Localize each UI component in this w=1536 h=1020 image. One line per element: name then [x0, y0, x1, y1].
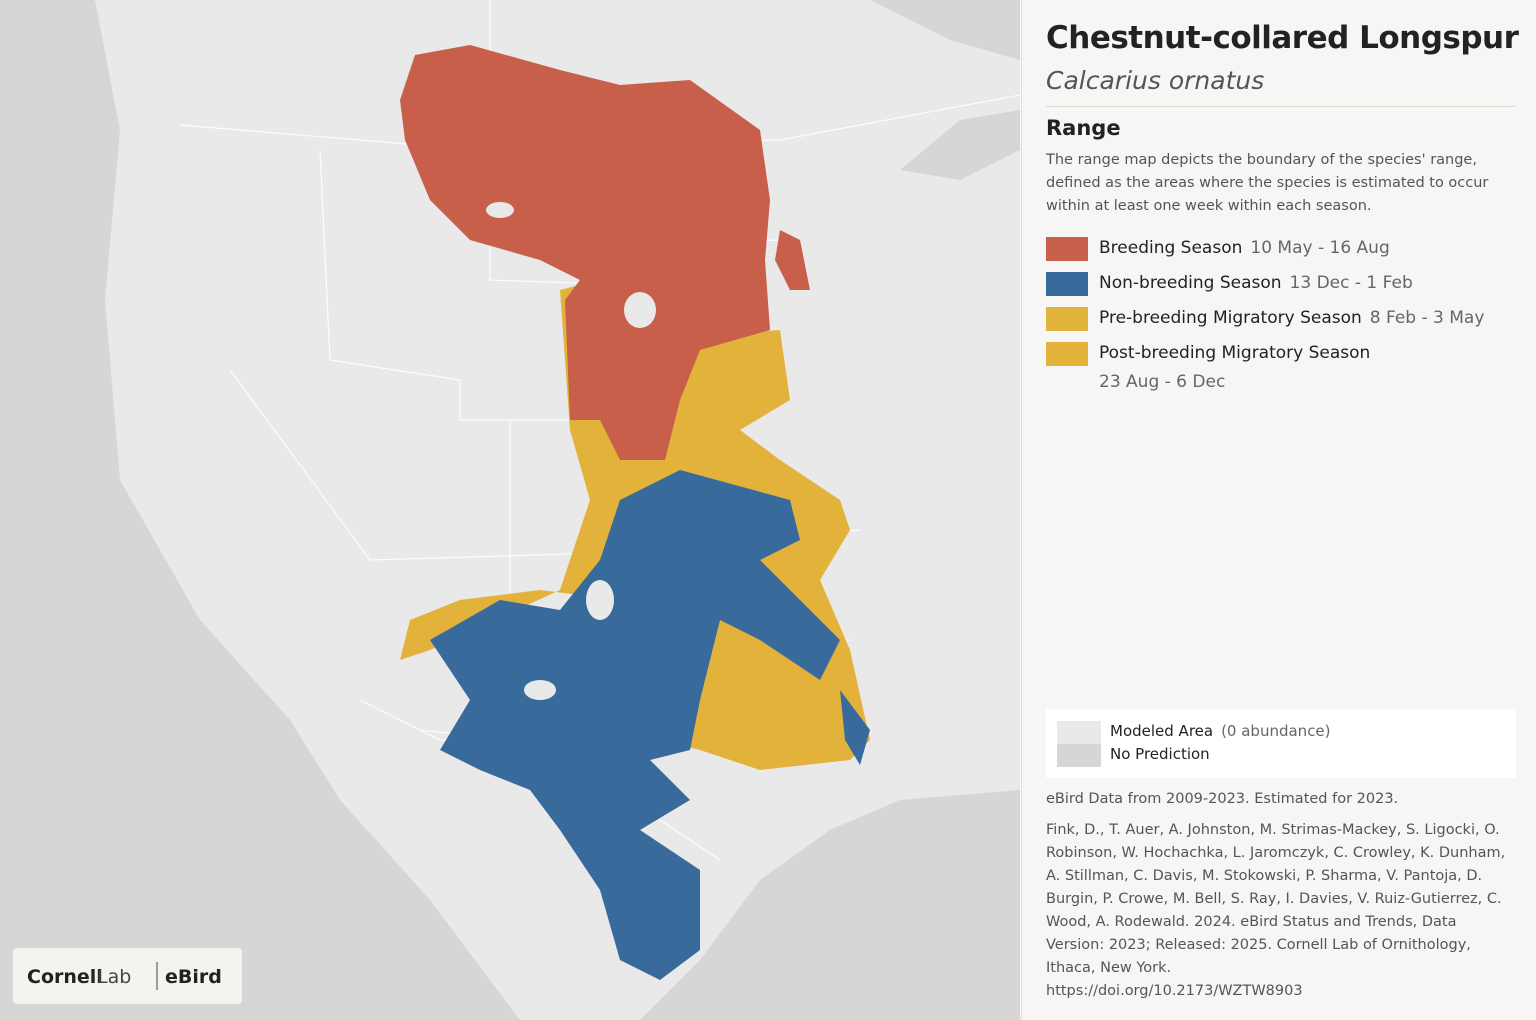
legend-text: Pre-breeding Migratory Season 8 Feb - 3 M… [1099, 308, 1484, 328]
breeding-range [775, 230, 810, 290]
section-heading: Range [1046, 116, 1121, 140]
hudson-bay [870, 0, 1020, 60]
great-lakes [900, 110, 1020, 180]
legend-swatch [1046, 307, 1088, 331]
gulf-of-mexico [640, 790, 1020, 1020]
legend-label: Non-breeding Season [1099, 273, 1282, 293]
legend-label: Post-breeding Migratory Season [1099, 343, 1371, 363]
legend-swatch [1046, 272, 1088, 296]
modeled-label: Modeled Area [1110, 722, 1214, 740]
data-source: eBird Data from 2009-2023. Estimated for… [1046, 791, 1399, 807]
legend-text: Breeding Season 10 May - 16 Aug [1099, 238, 1390, 258]
divider [1046, 106, 1516, 107]
legend-item: Post-breeding Migratory Season 23 Aug - … [1046, 342, 1526, 398]
legend-dates: 13 Dec - 1 Feb [1289, 273, 1413, 293]
modeled-note: (0 abundance) [1221, 722, 1331, 740]
sidebar: Chestnut-collared Longspur Calcarius orn… [1021, 0, 1536, 1020]
species-title: Chestnut-collared Longspur [1046, 20, 1519, 56]
logo-ebird: eBird [165, 966, 222, 988]
pacific-ocean [0, 0, 520, 1020]
legend-item: Non-breeding Season 13 Dec - 1 Feb [1046, 272, 1526, 298]
nonbreeding-range [430, 470, 840, 980]
legend-item: Pre-breeding Migratory Season 8 Feb - 3 M… [1046, 307, 1526, 333]
map: Cornell Lab eBird [0, 0, 1020, 1020]
legend-item: Breeding Season 10 May - 16 Aug [1046, 237, 1526, 263]
legend-dates: 8 Feb - 3 May [1369, 308, 1485, 328]
doi-link[interactable]: https://doi.org/10.2173/WZTW8903 [1046, 983, 1303, 999]
modeled-label: No Prediction [1110, 745, 1210, 763]
description: The range map depicts the boundary of th… [1046, 152, 1489, 214]
legend-dates: 23 Aug - 6 Dec [1099, 372, 1226, 392]
legend-swatch [1046, 342, 1088, 366]
modeled-swatch [1057, 721, 1101, 744]
legend-dates: 10 May - 16 Aug [1250, 238, 1390, 258]
logo-cornell: Cornell [27, 966, 103, 988]
range-holes [486, 202, 656, 700]
scientific-name: Calcarius ornatus [1046, 66, 1265, 95]
legend-label: Pre-breeding Migratory Season [1099, 308, 1362, 328]
legend-label: Breeding Season [1099, 238, 1243, 258]
nonbreeding-range [840, 690, 870, 765]
modeled-legend: Modeled Area (0 abundance) No Prediction [1046, 709, 1516, 778]
legend-swatch [1046, 237, 1088, 261]
logo: Cornell Lab eBird [13, 948, 242, 1004]
logo-lab: Lab [97, 966, 131, 988]
modeled-text: Modeled Area (0 abundance) [1110, 722, 1331, 740]
citation: Fink, D., T. Auer, A. Johnston, M. Strim… [1046, 819, 1516, 1003]
breeding-range [400, 45, 770, 460]
no-prediction-swatch [1057, 744, 1101, 767]
legend-text: Non-breeding Season 13 Dec - 1 Feb [1099, 273, 1413, 293]
citation-text: Fink, D., T. Auer, A. Johnston, M. Strim… [1046, 822, 1506, 976]
